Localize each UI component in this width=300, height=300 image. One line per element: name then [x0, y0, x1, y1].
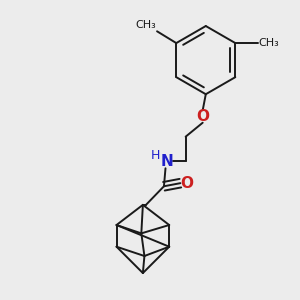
Text: O: O	[181, 176, 194, 191]
Text: O: O	[196, 109, 209, 124]
Text: N: N	[161, 154, 173, 169]
Text: CH₃: CH₃	[135, 20, 156, 30]
Text: H: H	[151, 149, 160, 162]
Text: CH₃: CH₃	[259, 38, 280, 48]
